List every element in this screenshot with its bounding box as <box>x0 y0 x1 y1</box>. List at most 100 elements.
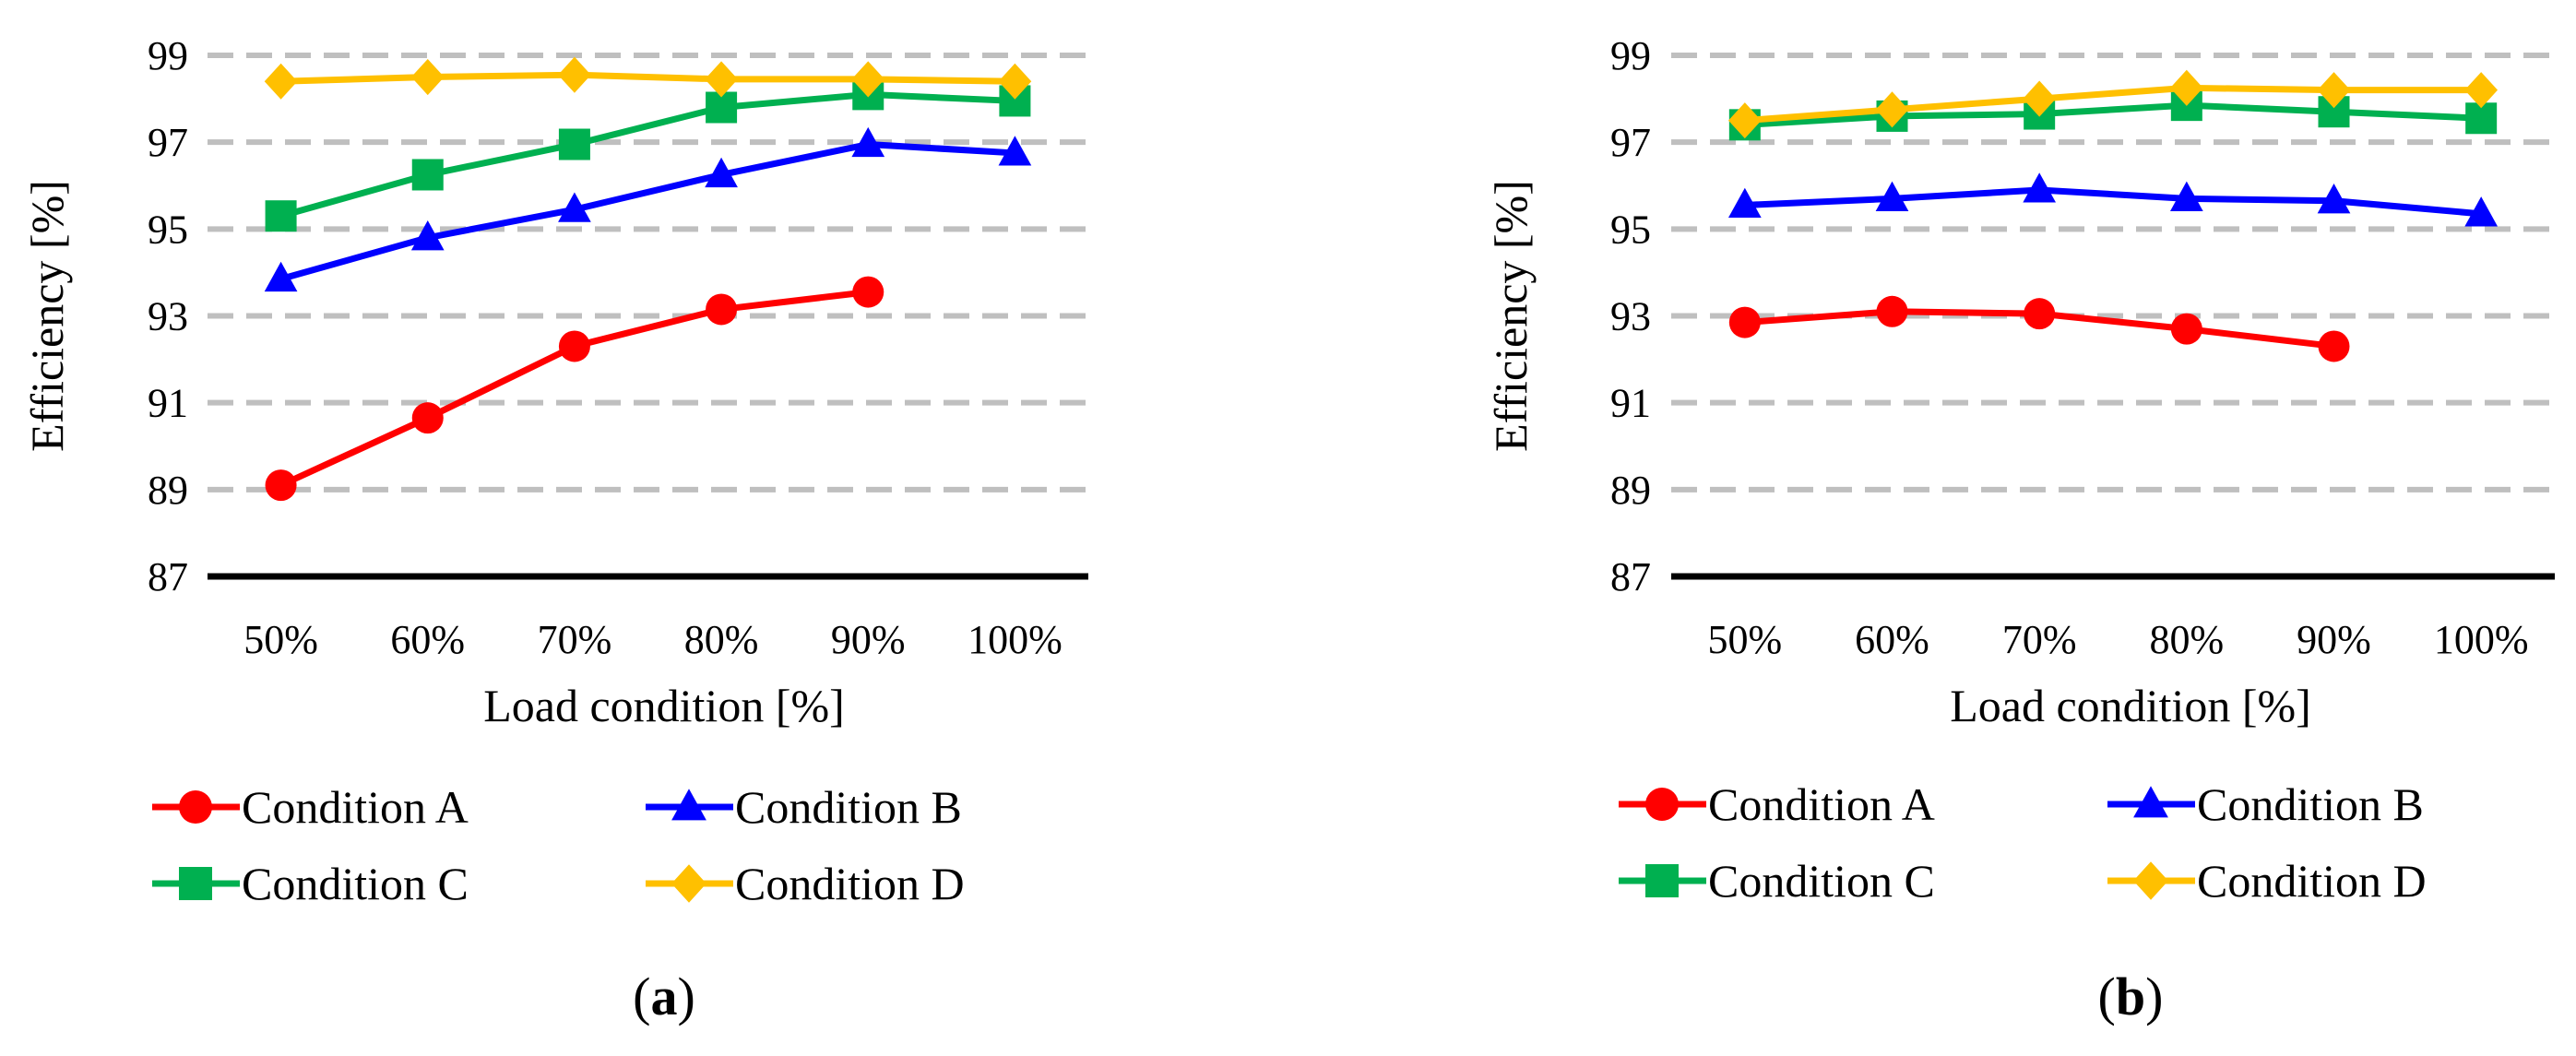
data-point <box>2169 69 2203 106</box>
data-point <box>265 469 297 502</box>
series-condition-c <box>265 78 1031 232</box>
legend-label: Condition B <box>2197 778 2424 830</box>
y-tick-label: 99 <box>148 33 188 78</box>
y-tick-label: 95 <box>148 207 188 252</box>
data-point <box>2024 298 2056 330</box>
x-tick-label: 100% <box>967 617 1062 662</box>
data-point <box>705 157 738 188</box>
x-tick-label: 90% <box>2297 617 2371 662</box>
y-tick-label: 97 <box>148 120 188 165</box>
x-tick-label: 60% <box>1855 617 1929 662</box>
series-condition-b <box>1727 172 2499 227</box>
data-point <box>2317 184 2351 214</box>
legend-marker <box>2133 786 2168 818</box>
y-tick-label: 99 <box>1610 33 1651 78</box>
y-tick-label: 97 <box>1610 120 1651 165</box>
data-point <box>2169 181 2203 211</box>
legend-label: Condition D <box>735 858 965 909</box>
legend-marker <box>179 867 212 900</box>
data-point <box>558 192 591 222</box>
data-point <box>2023 80 2057 117</box>
legend-entry: Condition C <box>152 858 469 909</box>
data-point <box>2023 172 2057 203</box>
panel-label-part: ( <box>2098 967 2116 1026</box>
legend-entry: Condition A <box>1619 778 1935 830</box>
panel-label: (b) <box>2098 967 2164 1026</box>
y-tick-label: 93 <box>148 294 188 339</box>
data-point <box>410 58 445 96</box>
x-axis-title: Load condition [%] <box>1950 680 2311 731</box>
legend-entry: Condition D <box>2107 855 2427 907</box>
data-point <box>1727 102 1762 139</box>
legend-marker <box>671 864 706 903</box>
series-condition-a <box>1728 295 2350 362</box>
legend-entry: Condition A <box>152 781 469 833</box>
series-line <box>279 289 869 489</box>
panel-label-part: ) <box>2145 967 2163 1026</box>
legend-entry: Condition C <box>1619 855 1935 907</box>
data-point <box>1875 181 1909 211</box>
data-point <box>411 159 444 191</box>
series-line <box>279 141 1015 282</box>
legend-marker <box>2133 861 2168 900</box>
data-point <box>1728 306 1761 338</box>
panel-label-part: ( <box>633 967 650 1026</box>
legend-marker <box>1645 788 1679 821</box>
data-point <box>1875 91 1909 128</box>
series-condition-d <box>1727 69 2499 139</box>
data-point <box>998 136 1032 166</box>
series-line <box>280 71 1015 85</box>
series-condition-d <box>264 56 1032 100</box>
legend-label: Condition C <box>1708 855 1935 907</box>
series-line <box>1744 101 2482 128</box>
data-point <box>851 61 885 98</box>
legend-label: Condition A <box>1708 778 1935 830</box>
data-point <box>410 220 445 251</box>
legend-label: Condition B <box>735 781 962 833</box>
panel-label-part: a <box>651 967 678 1026</box>
series-line <box>1744 84 2482 125</box>
x-tick-label: 80% <box>684 617 759 662</box>
chart-panel-a: 87 89 91 93 95 97 99 50% 60% 70% 80% 90% 100% Load co… <box>21 33 1088 1026</box>
y-tick-label: 87 <box>148 554 188 599</box>
legend-entry: Condition D <box>646 858 965 909</box>
series-line <box>1744 186 2482 218</box>
series-line <box>279 90 1015 220</box>
legend-marker <box>671 789 706 821</box>
legend-marker <box>1645 864 1679 897</box>
x-tick-label: 100% <box>2434 617 2529 662</box>
y-tick-label: 87 <box>1610 554 1651 599</box>
data-point <box>705 61 738 98</box>
data-point <box>411 402 444 434</box>
y-tick-label: 91 <box>148 381 188 426</box>
data-point <box>2464 72 2499 109</box>
legend-marker <box>179 790 212 824</box>
data-point <box>2318 330 2350 362</box>
x-tick-label: 70% <box>2002 617 2077 662</box>
y-tick-label: 89 <box>1610 468 1651 513</box>
data-point <box>2317 72 2351 109</box>
x-tick-label: 50% <box>243 617 318 662</box>
x-tick-label: 90% <box>831 617 906 662</box>
legend-entry: Condition B <box>2107 778 2424 830</box>
x-tick-label: 70% <box>538 617 612 662</box>
data-point <box>998 63 1032 100</box>
data-point <box>706 293 738 326</box>
y-axis-title: Efficiency [%] <box>1485 180 1537 452</box>
legend-entry: Condition B <box>646 781 962 833</box>
data-point <box>558 128 590 160</box>
data-point <box>264 63 298 100</box>
x-tick-label: 60% <box>390 617 465 662</box>
y-tick-label: 93 <box>1610 294 1651 339</box>
x-axis-title: Load condition [%] <box>483 680 845 731</box>
y-tick-label: 95 <box>1610 207 1651 252</box>
legend-label: Condition D <box>2197 855 2427 907</box>
data-point <box>265 200 297 232</box>
chart-panel-b: 87 89 91 93 95 97 99 50% 60% 70% 80% 90% 100% Load co… <box>1485 33 2555 1026</box>
x-tick-label: 50% <box>1708 617 1783 662</box>
y-tick-label: 89 <box>148 468 188 513</box>
data-point <box>851 126 885 158</box>
data-point <box>2464 196 2499 227</box>
